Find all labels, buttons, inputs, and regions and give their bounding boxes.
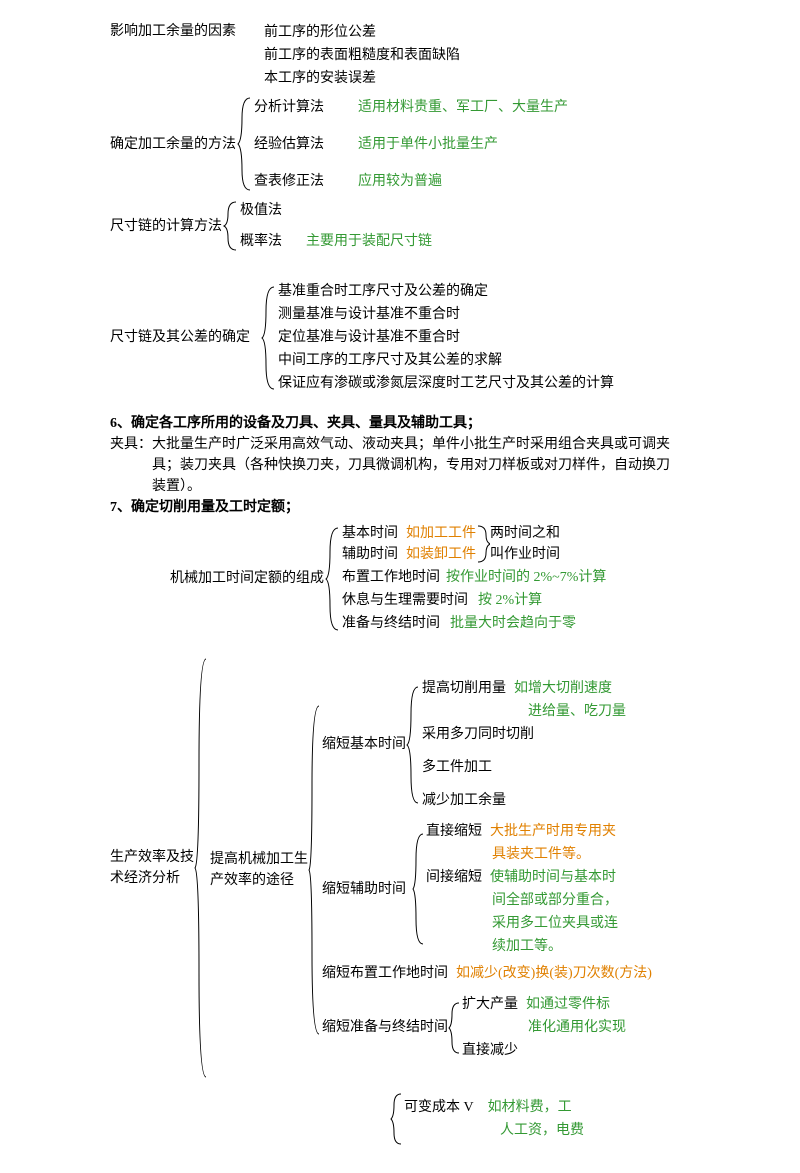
document-page: 影响加工余量的因素 前工序的形位公差 前工序的表面粗糙度和表面缺陷 本工序的安装… (0, 0, 800, 1173)
sec4-items: 基准重合时工序尺寸及公差的确定 测量基准与设计基准不重合时 定位基准与设计基准不… (278, 280, 614, 395)
sec3-i1: 极值法 (240, 199, 432, 222)
brace-icon (260, 283, 278, 393)
sec4-i2: 测量基准与设计基准不重合时 (278, 303, 614, 326)
mach-row1: 基本时间如加工工件 辅助时间如装卸工件 两时间之和 叫作业时间 (342, 522, 606, 566)
brace-icon (412, 829, 426, 949)
mach-items: 基本时间如加工工件 辅助时间如装卸工件 两时间之和 叫作业时间 布置工作地时间按… (342, 522, 606, 635)
mach-l3: 布置工作地时间按作业时间的 2%~7%计算 (342, 566, 606, 589)
brace-icon (448, 998, 462, 1058)
brace-icon (308, 700, 322, 1040)
sec4-title: 尺寸链及其公差的确定 (110, 327, 250, 348)
brace-icon (324, 524, 342, 634)
sec1-title: 影响加工余量的因素 (110, 21, 236, 42)
sec4-i3: 定位基准与设计基准不重合时 (278, 326, 614, 349)
heading-6: 6、确定各工序所用的设备及刀具、夹具、量具及辅助工具； (110, 413, 700, 434)
p6a: 夹具：大批量生产时广泛采用高效气动、液动夹具；单件小批生产时采用组合夹具或可调夹 (110, 434, 700, 455)
mach-l4: 休息与生理需要时间按 2%计算 (342, 589, 606, 612)
prep-group: 缩短准备与终结时间 扩大产量如通过零件标 准化通用化实现 直接减少 (322, 993, 652, 1062)
sec2-i3: 查表修正法应用较为普遍 (254, 170, 568, 193)
sec4-i5: 保证应有渗碳或渗氮层深度时工艺尺寸及其公差的计算 (278, 372, 614, 395)
p6c: 装置）。 (110, 476, 700, 497)
heading-7: 7、确定切削用量及工时定额； (110, 497, 700, 518)
sec3-title: 尺寸链的计算方法 (110, 216, 222, 237)
root-t1: 生产效率及技 (110, 847, 194, 868)
root-t2: 术经济分析 (110, 868, 194, 889)
sec2-i2: 经验估算法适用于单件小批量生产 (254, 133, 568, 156)
sec1-a: 前工序的形位公差 (264, 21, 460, 44)
basic-items: 提高切削用量如增大切削速度 进给量、吃刀量 采用多刀同时切削 多工件加工 减少加… (422, 677, 626, 812)
prep-title: 缩短准备与终结时间 (322, 1017, 448, 1038)
basic-group: 缩短基本时间 提高切削用量如增大切削速度 进给量、吃刀量 采用多刀同时切削 多工… (322, 677, 652, 812)
sec4-i1: 基准重合时工序尺寸及公差的确定 (278, 280, 614, 303)
mach-title: 机械加工时间定额的组成 (170, 568, 324, 589)
sec2-items: 分析计算法适用材料贵重、军工厂、大量生产 经验估算法适用于单件小批量生产 查表修… (254, 96, 568, 193)
aux-items: 直接缩短大批生产时用专用夹 具装夹工件等。 间接缩短使辅助时间与基本时 间全部或… (426, 820, 618, 958)
p6b: 具；装刀夹具（各种快换刀夹，刀具微调机构，专用对刀样板或对刀样件，自动换刀 (110, 455, 700, 476)
brace-icon (194, 653, 210, 1083)
brace-icon (390, 1089, 404, 1149)
sec2-group: 确定加工余量的方法 分析计算法适用材料贵重、军工厂、大量生产 经验估算法适用于单… (110, 94, 700, 194)
improve-items: 缩短基本时间 提高切削用量如增大切削速度 进给量、吃刀量 采用多刀同时切削 多工… (322, 673, 652, 1066)
sec1-items: 前工序的形位公差 前工序的表面粗糙度和表面缺陷 本工序的安装误差 (264, 21, 460, 90)
basic-title: 缩短基本时间 (322, 734, 406, 755)
sec3-group: 尺寸链的计算方法 极值法 概率法主要用于装配尺寸链 (110, 198, 700, 254)
sec1-b: 前工序的表面粗糙度和表面缺陷 (264, 44, 460, 67)
cost-items: 可变成本 V如材料费，工 人工资，电费 (404, 1096, 584, 1142)
mach-l5: 准备与终结时间批量大时会趋向于零 (342, 612, 606, 635)
brace-right-icon (476, 523, 490, 565)
brace-icon (236, 94, 254, 194)
brace-icon (406, 682, 422, 808)
sec1-row: 影响加工余量的因素 前工序的形位公差 前工序的表面粗糙度和表面缺陷 本工序的安装… (110, 21, 700, 90)
sec2-title: 确定加工余量的方法 (110, 134, 236, 155)
improve-t2: 产效率的途径 (210, 870, 308, 891)
aux-group: 缩短辅助时间 直接缩短大批生产时用专用夹 具装夹工件等。 间接缩短使辅助时间与基… (322, 820, 652, 958)
sec3-items: 极值法 概率法主要用于装配尺寸链 (240, 199, 432, 253)
brace-icon (222, 198, 240, 254)
root-group: 生产效率及技 术经济分析 提高机械加工生 产效率的途径 缩短基本时间 (110, 653, 700, 1083)
mach-group: 机械加工时间定额的组成 基本时间如加工工件 辅助时间如装卸工件 两时间之和 叫作… (170, 522, 700, 635)
sec1-c: 本工序的安装误差 (264, 67, 460, 90)
sec3-i2: 概率法主要用于装配尺寸链 (240, 230, 432, 253)
prep-items: 扩大产量如通过零件标 准化通用化实现 直接减少 (462, 993, 626, 1062)
sec4-group: 尺寸链及其公差的确定 基准重合时工序尺寸及公差的确定 测量基准与设计基准不重合时… (110, 280, 700, 395)
aux-title: 缩短辅助时间 (322, 879, 406, 900)
place-line: 缩短布置工作地时间如减少(改变)换(装)刀次数(方法) (322, 962, 652, 985)
sec4-i4: 中间工序的工序尺寸及其公差的求解 (278, 349, 614, 372)
cost-group: 可变成本 V如材料费，工 人工资，电费 (390, 1089, 700, 1149)
improve-t1: 提高机械加工生 (210, 849, 308, 870)
sec2-i1: 分析计算法适用材料贵重、军工厂、大量生产 (254, 96, 568, 119)
